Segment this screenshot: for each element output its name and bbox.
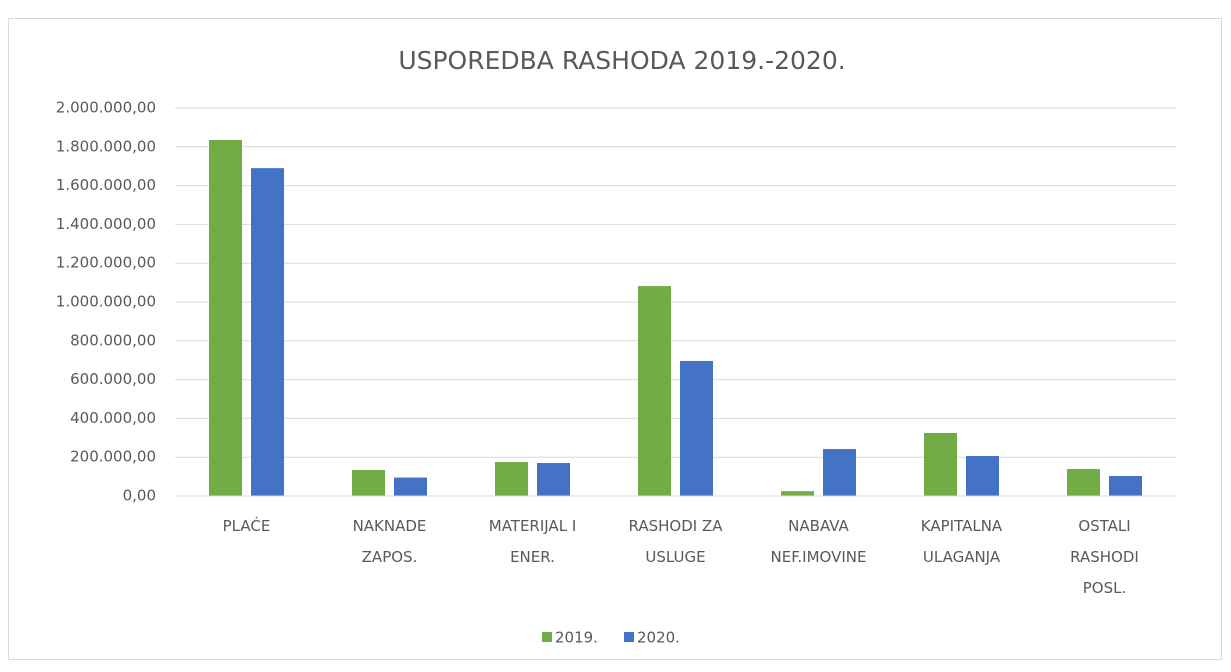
chart-title: USPOREDBA RASHODA 2019.-2020. xyxy=(398,46,845,75)
bar xyxy=(394,477,427,496)
y-tick-label: 1.600.000,00 xyxy=(56,176,156,194)
bar xyxy=(537,463,570,496)
bar xyxy=(781,491,814,496)
y-tick-label: 2.000.000,00 xyxy=(56,99,156,117)
legend-label: 2020. xyxy=(637,629,680,647)
x-tick-label: PLAĆE xyxy=(223,516,271,535)
bar xyxy=(1067,469,1100,496)
legend-label: 2019. xyxy=(555,629,598,647)
x-tick-label: RASHODI ZA USLUGE xyxy=(629,517,724,566)
legend-swatch xyxy=(542,632,552,642)
y-tick-label: 200.000,00 xyxy=(70,448,156,466)
y-tick-label: 0,00 xyxy=(123,487,156,505)
bar xyxy=(251,168,284,496)
x-tick-label: MATERIJAL I ENER. xyxy=(489,517,577,566)
y-tick-label: 400.000,00 xyxy=(70,409,156,427)
chart-border xyxy=(8,18,1222,660)
y-tick-label: 1.000.000,00 xyxy=(56,293,156,311)
x-tick-label: OSTALI RASHODI POSL. xyxy=(1070,517,1139,597)
legend-swatch xyxy=(624,632,634,642)
bar xyxy=(966,456,999,496)
bar xyxy=(495,462,528,496)
bar xyxy=(209,140,242,496)
bar xyxy=(1109,476,1142,496)
y-tick-label: 1.200.000,00 xyxy=(56,254,156,272)
x-tick-label: KAPITALNA ULAGANJA xyxy=(921,517,1003,566)
bar xyxy=(680,360,713,496)
y-tick-label: 1.400.000,00 xyxy=(56,215,156,233)
y-tick-label: 1.800.000,00 xyxy=(56,137,156,155)
y-tick-label: 800.000,00 xyxy=(70,331,156,349)
y-tick-label: 600.000,00 xyxy=(70,370,156,388)
x-tick-label: NAKNADE ZAPOS. xyxy=(353,517,427,566)
x-tick-label: NABAVA NEF.IMOVINE xyxy=(771,517,867,566)
bar xyxy=(924,432,957,496)
bar xyxy=(823,449,856,496)
bar xyxy=(352,470,385,496)
bar xyxy=(638,286,671,496)
